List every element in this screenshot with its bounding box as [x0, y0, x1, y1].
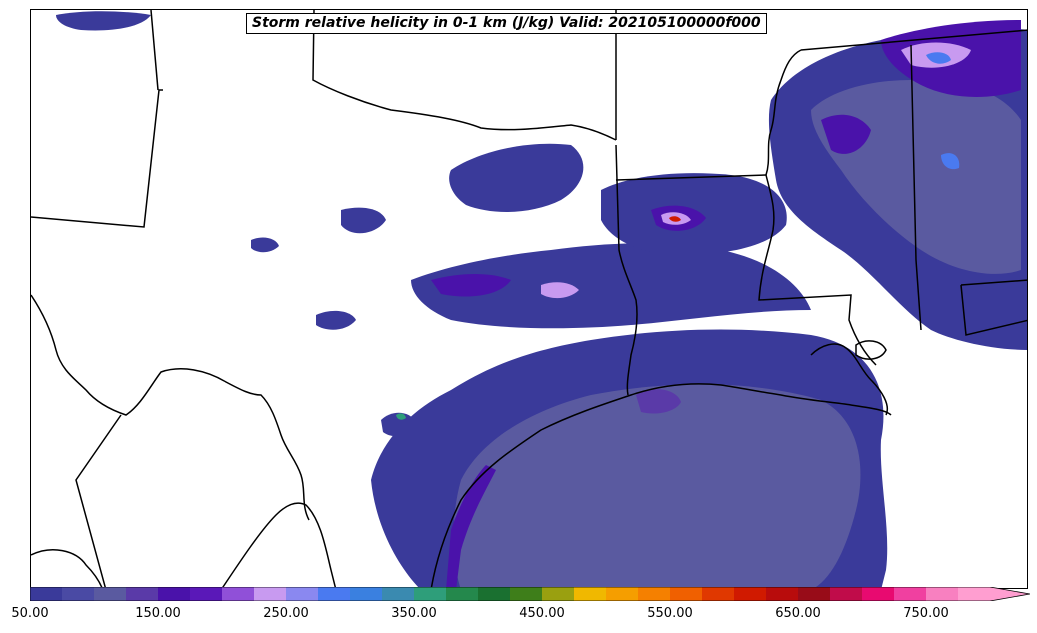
- colorbar-segment: [254, 587, 287, 601]
- state-boundary-mississippi-river: [765, 49, 802, 176]
- colorbar-tick-label: 750.00: [903, 606, 949, 621]
- texas-cluster: [381, 412, 416, 437]
- west-patch-3: [251, 237, 279, 253]
- helicity-fill-layer: [56, 11, 1027, 588]
- east-blue-patch: [941, 153, 960, 170]
- northeast-blue: [926, 52, 951, 64]
- west-patch-1: [341, 207, 386, 234]
- colorbar-segment: [446, 587, 479, 601]
- ozark-core-red: [669, 216, 681, 222]
- la-coast-detail: [810, 343, 888, 416]
- colorbar-tick-label: 650.00: [775, 606, 821, 621]
- colorbar-segment: [286, 587, 319, 601]
- colorbar-segment: [958, 587, 991, 601]
- colorbar-tick-label: 50.00: [11, 606, 49, 621]
- colorbar-segment: [926, 587, 959, 601]
- state-boundary-nm-tx: [31, 89, 163, 228]
- colorbar-segment: [638, 587, 671, 601]
- colorbar-segments: [30, 587, 1030, 601]
- colorbar-segment: [190, 587, 223, 601]
- central-light: [541, 282, 579, 299]
- state-boundary-tx-la: [615, 144, 638, 396]
- mexico-coast-south: [31, 549, 103, 588]
- colorbar-segment: [830, 587, 863, 601]
- state-boundary-ms-al: [910, 44, 922, 331]
- colorbar-tick-label: 250.00: [263, 606, 309, 621]
- state-boundary-al-fl: [960, 279, 1027, 286]
- map-title: Storm relative helicity in 0-1 km (J/kg)…: [246, 13, 767, 34]
- colorbar-tick-label: 350.00: [391, 606, 437, 621]
- colorbar-segment: [702, 587, 735, 601]
- mexico-state-line-1: [75, 414, 122, 588]
- colorbar-segment: [478, 587, 511, 601]
- colorbar-segment: [542, 587, 575, 601]
- helicity-map: [31, 10, 1027, 588]
- colorbar-segment: [318, 587, 351, 601]
- colorbar-segment: [62, 587, 95, 601]
- colorbar-tick-label: 450.00: [519, 606, 565, 621]
- rio-grande-border: [31, 294, 310, 521]
- north-patch: [56, 11, 151, 31]
- colorbar-segment: [766, 587, 799, 601]
- mexico-state-line-2: [221, 502, 337, 588]
- colorbar-extend-arrow: [990, 587, 1030, 601]
- colorbar-segment: [126, 587, 159, 601]
- colorbar-segment: [894, 587, 927, 601]
- map-panel: [30, 9, 1028, 589]
- northcentral-helicity: [449, 143, 584, 212]
- texas-cluster-green: [396, 413, 406, 420]
- colorbar-segment: [30, 587, 63, 601]
- colorbar-segment: [670, 587, 703, 601]
- gulf-patch: [636, 389, 681, 414]
- state-boundary-ms-tn: [800, 29, 1027, 51]
- gulf-helicity-core: [453, 384, 861, 588]
- colorbar-segment: [158, 587, 191, 601]
- state-boundary-ar-la-south: [615, 174, 767, 181]
- colorbar-segment: [734, 587, 767, 601]
- colorbar: [30, 587, 1030, 601]
- colorbar-segment: [350, 587, 383, 601]
- colorbar-segment: [94, 587, 127, 601]
- lake-pontchartrain: [855, 340, 887, 360]
- colorbar-tick-label: 550.00: [647, 606, 693, 621]
- east-helicity-high: [821, 114, 871, 154]
- state-boundary-fl-panhandle: [960, 284, 1027, 336]
- west-patch-2: [316, 310, 356, 330]
- colorbar-segment: [382, 587, 415, 601]
- coast-high-band: [446, 465, 496, 588]
- state-boundary-ok-tx-red-river: [312, 10, 617, 141]
- state-boundary-panhandle: [150, 10, 159, 91]
- colorbar-segment: [574, 587, 607, 601]
- central-helicity-band: [411, 243, 811, 329]
- colorbar-segment: [862, 587, 895, 601]
- colorbar-segment: [222, 587, 255, 601]
- colorbar-tick-label: 150.00: [135, 606, 181, 621]
- colorbar-segment: [510, 587, 543, 601]
- boundary-layer: [31, 10, 1027, 588]
- colorbar-segment: [798, 587, 831, 601]
- central-helicity-high: [431, 274, 511, 297]
- colorbar-segment: [606, 587, 639, 601]
- gulf-coastline: [430, 383, 892, 588]
- colorbar-outline: [30, 587, 1030, 601]
- colorbar-segment: [414, 587, 447, 601]
